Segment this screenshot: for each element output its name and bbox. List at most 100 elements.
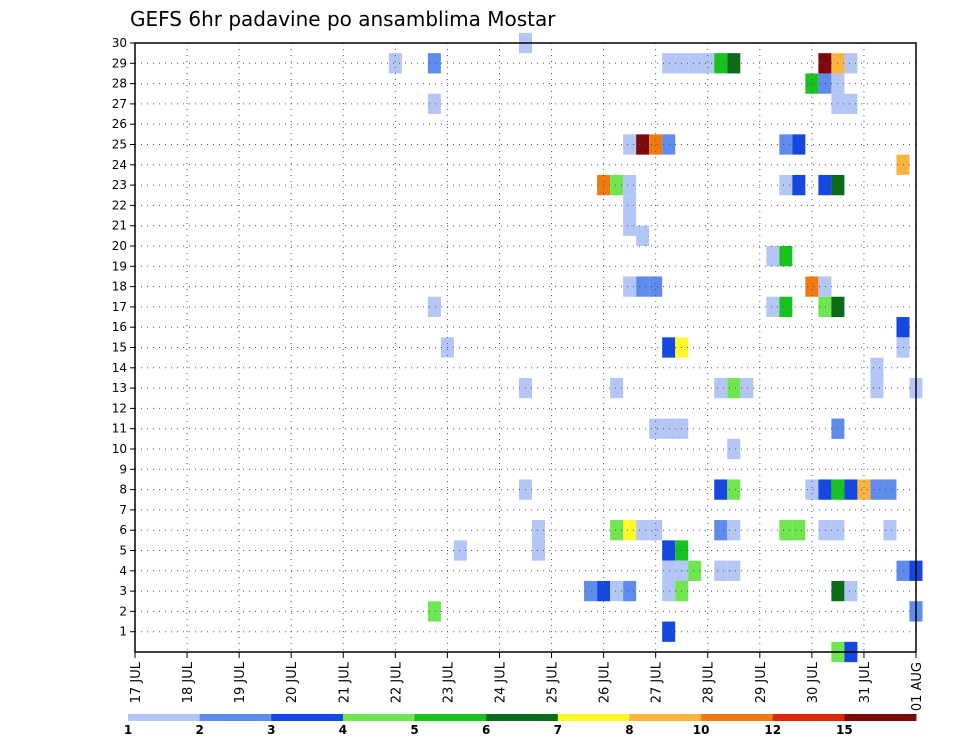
heatmap-cell [532,520,546,541]
heatmap-cell [818,73,832,94]
heatmap-cell [727,438,741,460]
y-tick-label: 5 [119,544,127,558]
y-tick-label: 30 [112,36,127,50]
colorbar-swatch [486,714,559,721]
colorbar-label: 6 [482,723,490,737]
heatmap-cell [818,479,832,500]
y-tick-label: 16 [112,320,127,334]
heatmap-cell [427,601,441,622]
heatmap-cell [388,53,402,74]
heatmap-cell [714,560,728,581]
heatmap-cell [779,174,793,196]
heatmap-cell [662,560,676,581]
colorbar-swatch [414,714,487,721]
heatmap-cell [740,377,754,399]
heatmap-cell [623,134,637,155]
y-tick-label: 2 [119,604,127,618]
heatmap-cell [610,377,624,399]
heatmap-cell [779,134,793,155]
x-tick-label: 26 JUL [598,661,613,703]
colorbar-label: 3 [267,723,275,737]
heatmap-cell [805,276,819,297]
y-tick-label: 14 [112,361,127,375]
y-tick-label: 7 [119,503,127,517]
colorbar-swatch [701,714,774,721]
heatmap-cell [896,154,910,175]
y-tick-label: 28 [112,77,127,91]
y-tick-label: 24 [112,158,127,172]
heatmap-cell [870,357,884,378]
y-tick-label: 6 [119,523,127,537]
x-tick-label: 29 JUL [754,661,769,703]
y-tick-label: 26 [112,117,127,131]
heatmap-cell [714,479,728,500]
x-tick-label: 17 JUL [129,661,144,703]
heatmap-cell [792,174,806,196]
heatmap-cell [779,296,793,318]
heatmap-cell [805,479,819,500]
colorbar-label: 7 [554,723,562,737]
y-tick-label: 21 [112,219,127,233]
y-tick-label: 3 [119,584,127,598]
heatmap-cell [896,317,910,338]
y-tick-label: 25 [112,138,127,152]
colorbar-swatch [199,714,272,721]
y-tick-label: 23 [112,178,127,192]
heatmap-cell [844,93,858,115]
heatmap-cell [766,246,780,267]
heatmap-cell [714,520,728,541]
heatmap-cell [610,580,624,602]
heatmap-cell [727,377,741,399]
x-axis-ticks: 17 JUL 18 JUL 19 JUL 20 JUL 21 JUL 22 JUL 23 J… [129,652,925,711]
y-tick-label: 12 [112,401,127,415]
x-tick-label: 18 JUL [181,661,196,703]
colorbar-label: 5 [410,723,418,737]
heatmap-cell [727,53,741,74]
heatmap-cell [662,134,676,155]
y-tick-label: 13 [112,381,127,395]
x-tick-label: 27 JUL [650,661,665,703]
colorbar-swatch [772,714,845,721]
heatmap-cell [662,418,676,439]
x-tick-label: 31 JUL [858,661,873,703]
heatmap-cell [636,520,650,541]
x-tick-label: 24 JUL [493,661,508,703]
heatmap-cell [701,53,715,74]
heatmap-cell [584,580,598,602]
heatmap-cell [623,520,637,541]
colorbar-label: 12 [764,723,781,737]
colorbar: 1 2 3 4 5 6 7 8 10 12 15 [124,714,917,737]
colorbar-label: 8 [625,723,633,737]
heatmap-cell [883,520,897,541]
x-tick-label: 30 JUL [806,661,821,703]
heatmap-cell [688,560,702,581]
y-tick-label: 8 [119,483,127,497]
colorbar-label: 15 [836,723,853,737]
chart-title: GEFS 6hr padavine po ansamblima Mostar [130,7,556,31]
heatmap-cell [896,337,910,358]
colorbar-label: 2 [195,723,203,737]
colorbar-label: 4 [339,723,347,737]
heatmap-cell [649,134,663,155]
heatmap-cell [688,53,702,74]
heatmap-cell [870,479,884,500]
heatmap-cell [844,479,858,500]
heatmap-cell [818,174,832,196]
heatmap-cell [662,337,676,358]
heatmap-cell [727,560,741,581]
heatmap-cell [427,53,441,74]
colorbar-swatch [271,714,344,721]
heatmap-cell [766,296,780,318]
heatmap-cell [662,53,676,74]
x-tick-label: 25 JUL [546,661,561,703]
heatmap-cell [623,215,637,236]
heatmap-cell [623,174,637,196]
y-tick-label: 18 [112,280,127,294]
colorbar-swatch [128,714,201,721]
heatmap-cell [792,134,806,155]
y-tick-label: 1 [119,625,127,639]
heatmap-cell [649,276,663,297]
heatmap-cell [727,479,741,500]
x-tick-label: 22 JUL [389,661,404,703]
